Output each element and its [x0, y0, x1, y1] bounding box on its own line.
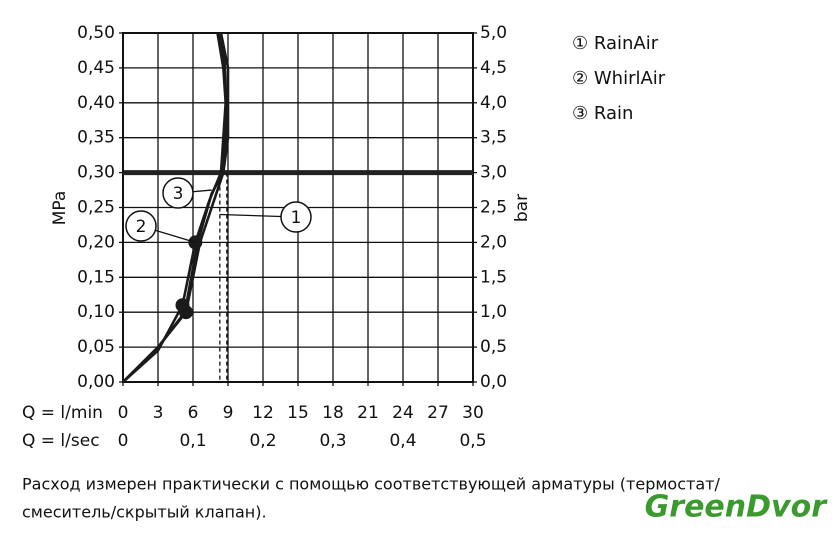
footnote: Расход измерен практически с помощью соо…	[22, 475, 720, 494]
x-tick-label: 15	[287, 403, 309, 423]
footnote: смеситель/скрытый клапан).	[22, 503, 267, 522]
x-row-label: Q = l/min	[22, 403, 103, 423]
annotation-circle	[125, 210, 157, 242]
y-axis-label: MPa	[50, 191, 70, 226]
y-tick-label: 0,30	[77, 163, 115, 183]
y2-tick-label: 1,5	[480, 267, 507, 287]
y2-tick-label: 2,0	[480, 232, 507, 252]
x2-tick-label: 0,3	[319, 431, 346, 451]
marker	[175, 298, 190, 313]
y-tick-label: 0,50	[77, 23, 115, 43]
x-tick-label: 24	[392, 403, 414, 423]
series-line	[122, 32, 229, 383]
annotation-label: 3	[173, 184, 184, 204]
x-tick-label: 21	[357, 403, 379, 423]
y2-tick-label: 3,0	[480, 163, 507, 183]
x2-row-label: Q = l/sec	[22, 431, 100, 451]
x2-tick-label: 0,2	[249, 431, 276, 451]
y2-tick-label: 4,5	[480, 58, 507, 78]
annotation-circle	[280, 201, 312, 233]
y-tick-label: 0,10	[77, 302, 115, 322]
y-tick-label: 0,35	[77, 128, 115, 148]
plot-border	[122, 32, 474, 383]
legend-entry: ② WhirlAir	[572, 68, 666, 89]
y2-tick-label: 1,0	[480, 302, 507, 322]
y2-tick-label: 4,0	[480, 93, 507, 113]
y-tick-label: 0,05	[77, 337, 115, 357]
y-tick-label: 0,00	[77, 372, 115, 392]
x2-tick-label: 0,5	[459, 431, 486, 451]
annotation-circle	[162, 177, 194, 209]
y2-tick-label: 0,0	[480, 372, 507, 392]
x-tick-label: 9	[223, 403, 234, 423]
x2-tick-label: 0	[118, 431, 129, 451]
annotation-label: 1	[291, 208, 302, 228]
y-tick-label: 0,15	[77, 267, 115, 287]
x-tick-label: 18	[322, 403, 344, 423]
x-tick-label: 3	[153, 403, 164, 423]
y-tick-label: 0,20	[77, 232, 115, 252]
legend-entry: ① RainAir	[572, 33, 659, 54]
x-tick-label: 12	[252, 403, 274, 423]
x2-tick-label: 0,1	[179, 431, 206, 451]
x-tick-label: 30	[462, 403, 484, 423]
y2-tick-label: 3,5	[480, 128, 507, 148]
legend-entry: ③ Rain	[572, 103, 633, 124]
y2-tick-label: 5,0	[480, 23, 507, 43]
y-tick-label: 0,25	[77, 198, 115, 218]
x-tick-label: 0	[118, 403, 129, 423]
y2-tick-label: 2,5	[480, 198, 507, 218]
y2-tick-label: 0,5	[480, 337, 507, 357]
y-tick-label: 0,40	[77, 93, 115, 113]
watermark: GreenDvor	[645, 490, 829, 525]
annotation-label: 2	[136, 217, 147, 237]
x-tick-label: 6	[188, 403, 199, 423]
y-tick-label: 0,45	[77, 58, 115, 78]
y2-axis-label: bar	[512, 194, 532, 222]
x2-tick-label: 0,4	[389, 431, 416, 451]
x-tick-label: 27	[427, 403, 449, 423]
